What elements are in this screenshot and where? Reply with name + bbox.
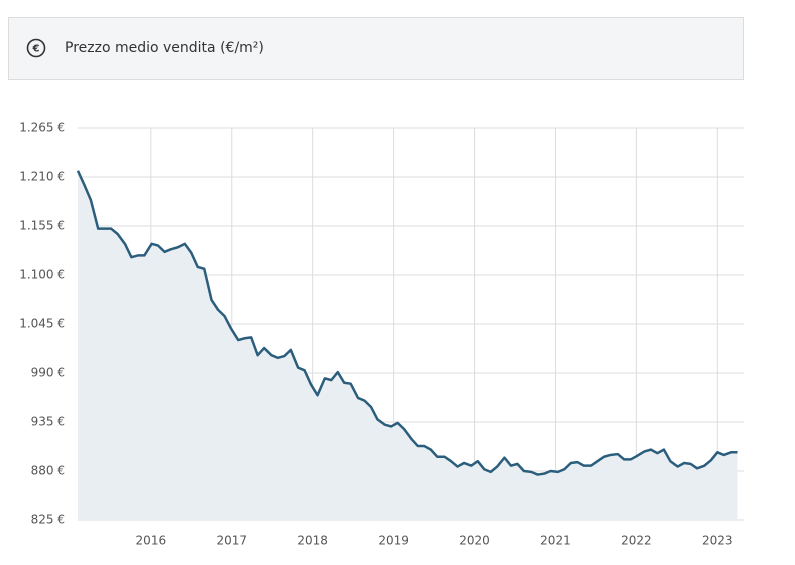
x-tick-label: 2018 — [297, 534, 328, 548]
y-tick-label: 880 € — [31, 464, 65, 478]
x-tick-label: 2023 — [702, 534, 733, 548]
y-tick-label: 1.265 € — [19, 121, 65, 135]
area-fill — [78, 170, 738, 520]
x-tick-label: 2022 — [621, 534, 652, 548]
y-tick-label: 1.210 € — [19, 170, 65, 184]
x-tick-label: 2017 — [216, 534, 247, 548]
y-tick-label: 990 € — [31, 366, 65, 380]
chart-title: Prezzo medio vendita (€/m²) — [65, 40, 264, 56]
y-tick-label: 1.100 € — [19, 268, 65, 282]
price-line — [76, 170, 738, 476]
y-tick-label: 1.045 € — [19, 317, 65, 331]
x-tick-label: 2019 — [378, 534, 409, 548]
header-box — [8, 17, 744, 80]
euro-icon-symbol: € — [32, 44, 40, 55]
y-tick-label: 1.155 € — [19, 219, 65, 233]
euro-icon — [26, 38, 46, 58]
x-tick-label: 2021 — [540, 534, 571, 548]
y-tick-label: 825 € — [31, 513, 65, 527]
x-tick-label: 2016 — [136, 534, 167, 548]
y-tick-label: 935 € — [31, 415, 65, 429]
x-tick-label: 2020 — [459, 534, 490, 548]
